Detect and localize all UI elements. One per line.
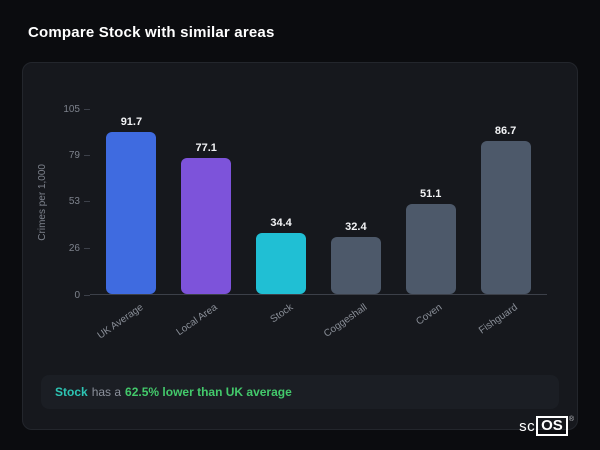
bar-chart: Crimes per 1,000 0 26 53 79 105 91.7 UK Avera… (37, 104, 547, 342)
bar-slot: 34.4 Stock (250, 109, 312, 325)
logo-prefix: sc (519, 417, 536, 435)
page-title: Compare Stock with similar areas (28, 24, 275, 41)
bar-coven[interactable] (405, 203, 456, 294)
bar-slot: 91.7 UK Average (95, 109, 162, 342)
x-axis-label: Coggeshall (322, 302, 370, 340)
bar-local-area[interactable] (181, 158, 232, 294)
bar-value-label: 77.1 (195, 142, 217, 155)
bar-value-label: 86.7 (494, 125, 517, 138)
bar-slot: 51.1 Coven (400, 109, 462, 328)
bar-stock[interactable] (256, 233, 307, 294)
x-axis-label: Coven (414, 302, 445, 328)
bar-value-label: 32.4 (345, 220, 367, 233)
bar-value-label: 34.4 (270, 217, 292, 230)
bar-uk-average[interactable] (106, 132, 157, 294)
y-tick-label: 53 (69, 195, 90, 207)
plot-area: 91.7 UK Average 77.1 Local Area 34.4 Stock 32.… (90, 109, 547, 342)
bar-slot: 32.4 Coggeshall (322, 109, 387, 340)
logo-box: OS (536, 416, 568, 436)
note-subject: Stock (55, 385, 88, 399)
y-axis: 0 26 53 79 105 (50, 104, 90, 301)
y-tick-label: 105 (63, 103, 90, 115)
logo-registered-mark: ® (568, 416, 574, 423)
note-highlight: 62.5% lower than UK average (125, 385, 292, 399)
y-tick-label: 79 (69, 149, 90, 161)
bar-slot: 86.7 Fishguard (475, 109, 537, 337)
bar-slot: 77.1 Local Area (175, 109, 237, 338)
note-text: has a (91, 385, 122, 399)
x-axis-label: Stock (268, 302, 295, 326)
x-axis-label: Fishguard (476, 302, 520, 337)
summary-note: Stock has a 62.5% lower than UK average (41, 375, 559, 409)
chart-card: Crimes per 1,000 0 26 53 79 105 91.7 UK Avera… (22, 62, 578, 430)
x-axis-label: Local Area (174, 302, 220, 339)
x-axis-label: UK Average (95, 302, 146, 342)
y-axis-title: Crimes per 1,000 (37, 163, 48, 241)
y-tick-label: 0 (74, 289, 90, 301)
y-tick-label: 26 (69, 243, 90, 255)
bar-coggeshall[interactable] (330, 236, 381, 294)
scos-logo: sc OS ® (519, 416, 574, 436)
bar-value-label: 91.7 (120, 116, 143, 129)
bar-fishguard[interactable] (480, 141, 531, 294)
bar-value-label: 51.1 (420, 187, 442, 200)
